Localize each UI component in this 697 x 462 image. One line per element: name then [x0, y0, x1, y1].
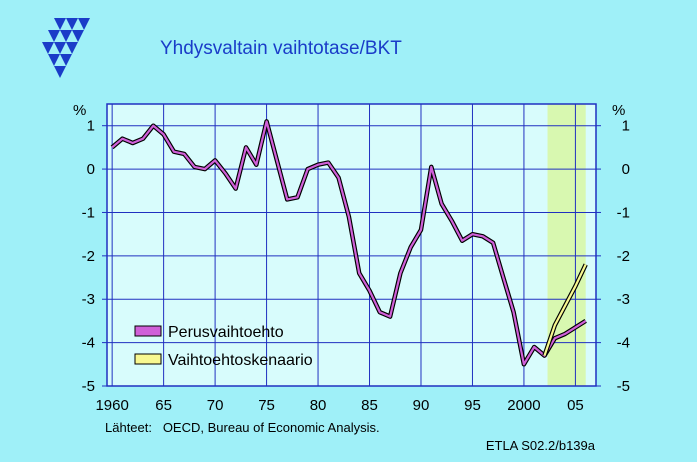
logo-triangle — [60, 54, 72, 66]
logo-triangle — [72, 30, 84, 42]
x-tick-label: 75 — [258, 397, 275, 414]
x-tick-label: 05 — [567, 397, 584, 414]
x-tick-label: 85 — [361, 397, 378, 414]
y-tick-label: -4 — [82, 335, 95, 352]
series-line-1 — [543, 264, 587, 356]
y-tick-label: -5 — [82, 378, 95, 395]
y-tick-label: -3 — [617, 291, 630, 308]
y-tick-label: -1 — [82, 204, 95, 221]
x-tick-label: 70 — [207, 397, 224, 414]
y-tick-label: -2 — [617, 248, 630, 265]
logo-triangle — [54, 66, 66, 78]
y-tick-label: -4 — [617, 335, 630, 352]
y-tick-label: 0 — [87, 161, 95, 178]
plot-area — [106, 103, 597, 387]
logo-triangle — [42, 42, 54, 54]
logo-triangle — [66, 18, 78, 30]
y-tick-label: -5 — [617, 378, 630, 395]
chart-code: ETLA S02.2/b139a — [486, 438, 596, 453]
x-tick-label: 95 — [464, 397, 481, 414]
series-layer — [110, 119, 588, 367]
y-unit-left: % — [73, 102, 86, 119]
legend: Perusvaihtoehto Vaihtoehtoskenaario — [134, 324, 313, 369]
legend-label-perusvaihtoehto: Perusvaihtoehto — [168, 324, 284, 341]
y-tick-label: 0 — [622, 161, 630, 178]
logo-triangle — [66, 42, 78, 54]
logo-triangle — [54, 18, 66, 30]
legend-swatch-perusvaihtoehto — [134, 325, 162, 337]
x-tick-label: 1960 — [95, 397, 128, 414]
logo-triangle — [60, 30, 72, 42]
y-tick-label: -2 — [82, 248, 95, 265]
x-axis: 1960 65 70 75 80 85 90 95 2000 05 — [95, 397, 583, 414]
y-unit-right: % — [612, 102, 625, 119]
chart-title: Yhdysvaltain vaihtotase/BKT — [160, 38, 402, 59]
logo-triangle — [48, 54, 60, 66]
series-line-0 — [111, 120, 587, 366]
y-tick-label: -3 — [82, 291, 95, 308]
y-axis-left: 1 0 -1 -2 -3 -4 -5 — [82, 118, 107, 395]
y-tick-label: -1 — [617, 204, 630, 221]
logo-triangle — [48, 30, 60, 42]
y-axis-right: 1 0 -1 -2 -3 -4 -5 — [596, 118, 630, 395]
x-tick-label: 90 — [413, 397, 430, 414]
x-tick-label: 2000 — [507, 397, 540, 414]
legend-swatch-vaihtoehtoskenaario — [134, 353, 162, 365]
logo-triangle — [78, 18, 90, 30]
x-tick-label: 65 — [155, 397, 172, 414]
logo-triangle — [54, 42, 66, 54]
grid-lines — [107, 104, 596, 387]
etla-logo — [42, 18, 90, 78]
x-tick-label: 80 — [310, 397, 327, 414]
y-tick-label: 1 — [622, 118, 630, 135]
plot-frame — [106, 103, 597, 387]
source-text: Lähteet: OECD, Bureau of Economic Analys… — [105, 420, 380, 435]
y-tick-label: 1 — [87, 118, 95, 135]
legend-label-vaihtoehtoskenaario: Vaihtoehtoskenaario — [168, 352, 313, 369]
